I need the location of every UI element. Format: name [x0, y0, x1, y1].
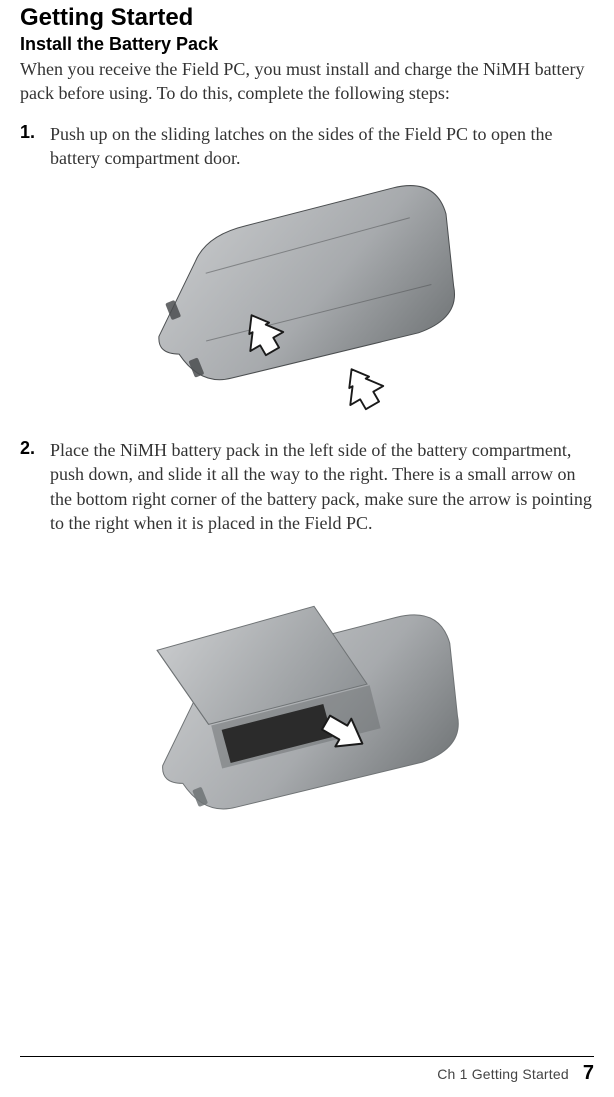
latch-arrow-icon — [335, 360, 389, 412]
step-number: 1. — [20, 122, 50, 143]
step-figure-1 — [20, 182, 594, 412]
step-number: 2. — [20, 438, 50, 459]
page-subheading: Install the Battery Pack — [20, 34, 594, 55]
page-heading: Getting Started — [20, 4, 594, 32]
device-closed-illustration — [127, 182, 487, 412]
step-figure-2 — [20, 547, 594, 847]
footer-chapter: Ch 1 Getting Started — [437, 1066, 569, 1082]
intro-paragraph: When you receive the Field PC, you must … — [20, 57, 594, 106]
footer-page-number: 7 — [583, 1062, 594, 1085]
step-text: Place the NiMH battery pack in the left … — [50, 438, 594, 535]
device-open-illustration — [127, 547, 487, 847]
footer-rule — [20, 1056, 594, 1057]
step-text: Push up on the sliding latches on the si… — [50, 122, 594, 171]
